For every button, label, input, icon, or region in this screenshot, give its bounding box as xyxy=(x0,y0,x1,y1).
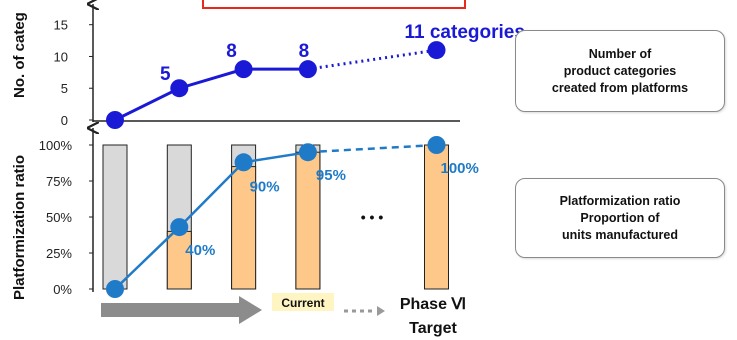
bottom-y-tick-label: 50% xyxy=(46,210,72,225)
series-line xyxy=(114,150,309,290)
bar-platform-share xyxy=(231,166,257,290)
bottom-data-label: 100% xyxy=(441,160,479,177)
bottom-data-label: 40% xyxy=(185,242,215,259)
timeline-arrow xyxy=(101,296,262,324)
top-y-tick-label: 5 xyxy=(61,81,68,96)
bottom-data-label: 95% xyxy=(316,167,346,184)
bottom-data-point xyxy=(427,136,446,154)
top-y-tick-label: 15 xyxy=(54,18,68,33)
note-categories: Number of product categories created fro… xyxy=(515,30,725,112)
header-box xyxy=(202,0,466,9)
bottom-y-tick-label: 25% xyxy=(46,246,72,261)
bottom-y-tick-label: 0% xyxy=(53,282,72,297)
top-data-point xyxy=(298,60,317,79)
top-data-label: 5 xyxy=(160,64,171,85)
note-top-line-3: created from platforms xyxy=(551,80,689,95)
bar-platform-share xyxy=(424,144,449,290)
top-data-point xyxy=(170,79,189,98)
top-y-tick-label: 0 xyxy=(61,113,68,128)
current-highlight xyxy=(272,293,334,311)
bottom-data-point xyxy=(170,218,189,237)
ellipsis: • • • xyxy=(361,209,384,225)
bottom-data-point xyxy=(106,280,124,298)
bottom-data-point xyxy=(298,143,317,162)
phase-label: Phase Ⅵ xyxy=(400,296,466,313)
bottom-data-point xyxy=(234,153,253,172)
bottom-y-tick-label: 75% xyxy=(46,174,72,189)
bar-platform-share xyxy=(166,230,192,290)
top-data-label: 11 categories xyxy=(405,22,525,43)
note-platformization: Platformization ratio Proportion of unit… xyxy=(515,178,725,258)
top-y-axis-label: No. of categ xyxy=(11,12,28,98)
top-data-point xyxy=(106,111,124,129)
series-projection-line xyxy=(307,48,437,71)
top-y-tick-label: 10 xyxy=(54,49,68,64)
note-top-line-2: product categories xyxy=(563,63,677,78)
timeline-dotted-arrowhead xyxy=(377,306,385,316)
note-bottom-line-3: units manufactured xyxy=(562,227,678,242)
top-data-point xyxy=(234,60,253,79)
top-data-label: 8 xyxy=(226,41,237,62)
bar-total xyxy=(102,144,128,290)
note-bottom-line-2: Proportion of xyxy=(580,210,660,225)
top-data-label: 8 xyxy=(299,41,310,62)
bar-platform-share xyxy=(295,151,321,290)
series-projection-line xyxy=(307,143,437,154)
top-data-point xyxy=(427,41,446,60)
target-label: Target xyxy=(409,320,457,337)
current-label: Current xyxy=(281,296,324,310)
bottom-y-tick-label: 100% xyxy=(39,138,73,153)
bottom-y-axis-label: Platformization ratio xyxy=(11,155,28,300)
series-line xyxy=(114,67,308,122)
note-bottom-line-1: Platformization ratio xyxy=(559,193,681,208)
note-top-line-1: Number of xyxy=(588,46,652,61)
bottom-data-label: 90% xyxy=(250,178,280,195)
